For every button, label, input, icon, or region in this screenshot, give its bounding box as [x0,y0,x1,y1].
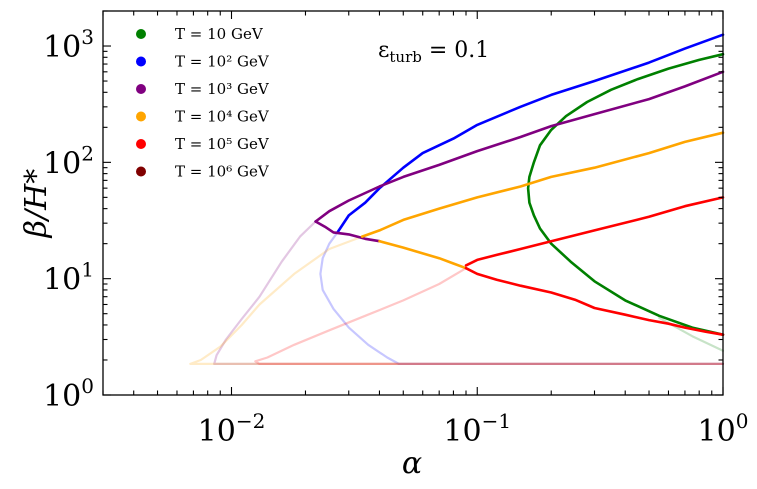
series-line-3 [319,231,725,365]
annotation-epsilon-turb: εturb = 0.1 [378,38,489,66]
axis-ticks: 10−2 10−1 100 100 101 102 103 [43,10,749,449]
y-axis-title: β/H* [19,169,54,239]
legend-marker [136,111,146,122]
y-tick-label: 100 [43,374,94,414]
legend-marker [136,139,146,149]
x-tick-label: 100 [698,409,749,449]
y-tick-label: 103 [43,25,94,65]
legend-label: T = 10² GeV [175,53,270,71]
legend-label: T = 10⁵ GeV [175,135,270,153]
solid-curves [314,33,725,336]
legend-label: T = 10⁴ GeV [175,108,270,126]
series-line-9 [189,235,725,365]
series-line-4 [314,70,725,223]
series-line-5 [314,220,381,243]
faint-curves [189,220,725,365]
y-tick-label: 102 [43,141,94,181]
legend-marker [136,84,146,94]
legend-label: T = 10³ GeV [175,80,270,98]
y-tick-label: 101 [43,258,94,298]
series-line-10 [464,196,725,267]
legend-label: T = 10⁶ GeV [175,163,270,181]
series-line-7 [360,131,725,238]
x-tick-label: 10−2 [198,409,266,449]
series-line-8 [378,239,468,270]
series-line-12 [254,267,725,365]
legend-marker [136,166,146,177]
series-line-11 [464,266,725,336]
x-tick-label: 10−1 [443,409,511,449]
x-axis-title: α [402,446,422,481]
legend-label: T = 10 GeV [175,25,264,43]
legend-marker [136,29,146,39]
plot-frame [102,10,724,396]
legend: T = 10 GeV T = 10² GeV T = 10³ GeV T = 10⁴ … [136,25,270,181]
legend-marker [136,56,146,67]
series-line-0 [526,52,725,336]
series-line-2 [336,33,725,234]
series-line-6 [213,220,725,365]
